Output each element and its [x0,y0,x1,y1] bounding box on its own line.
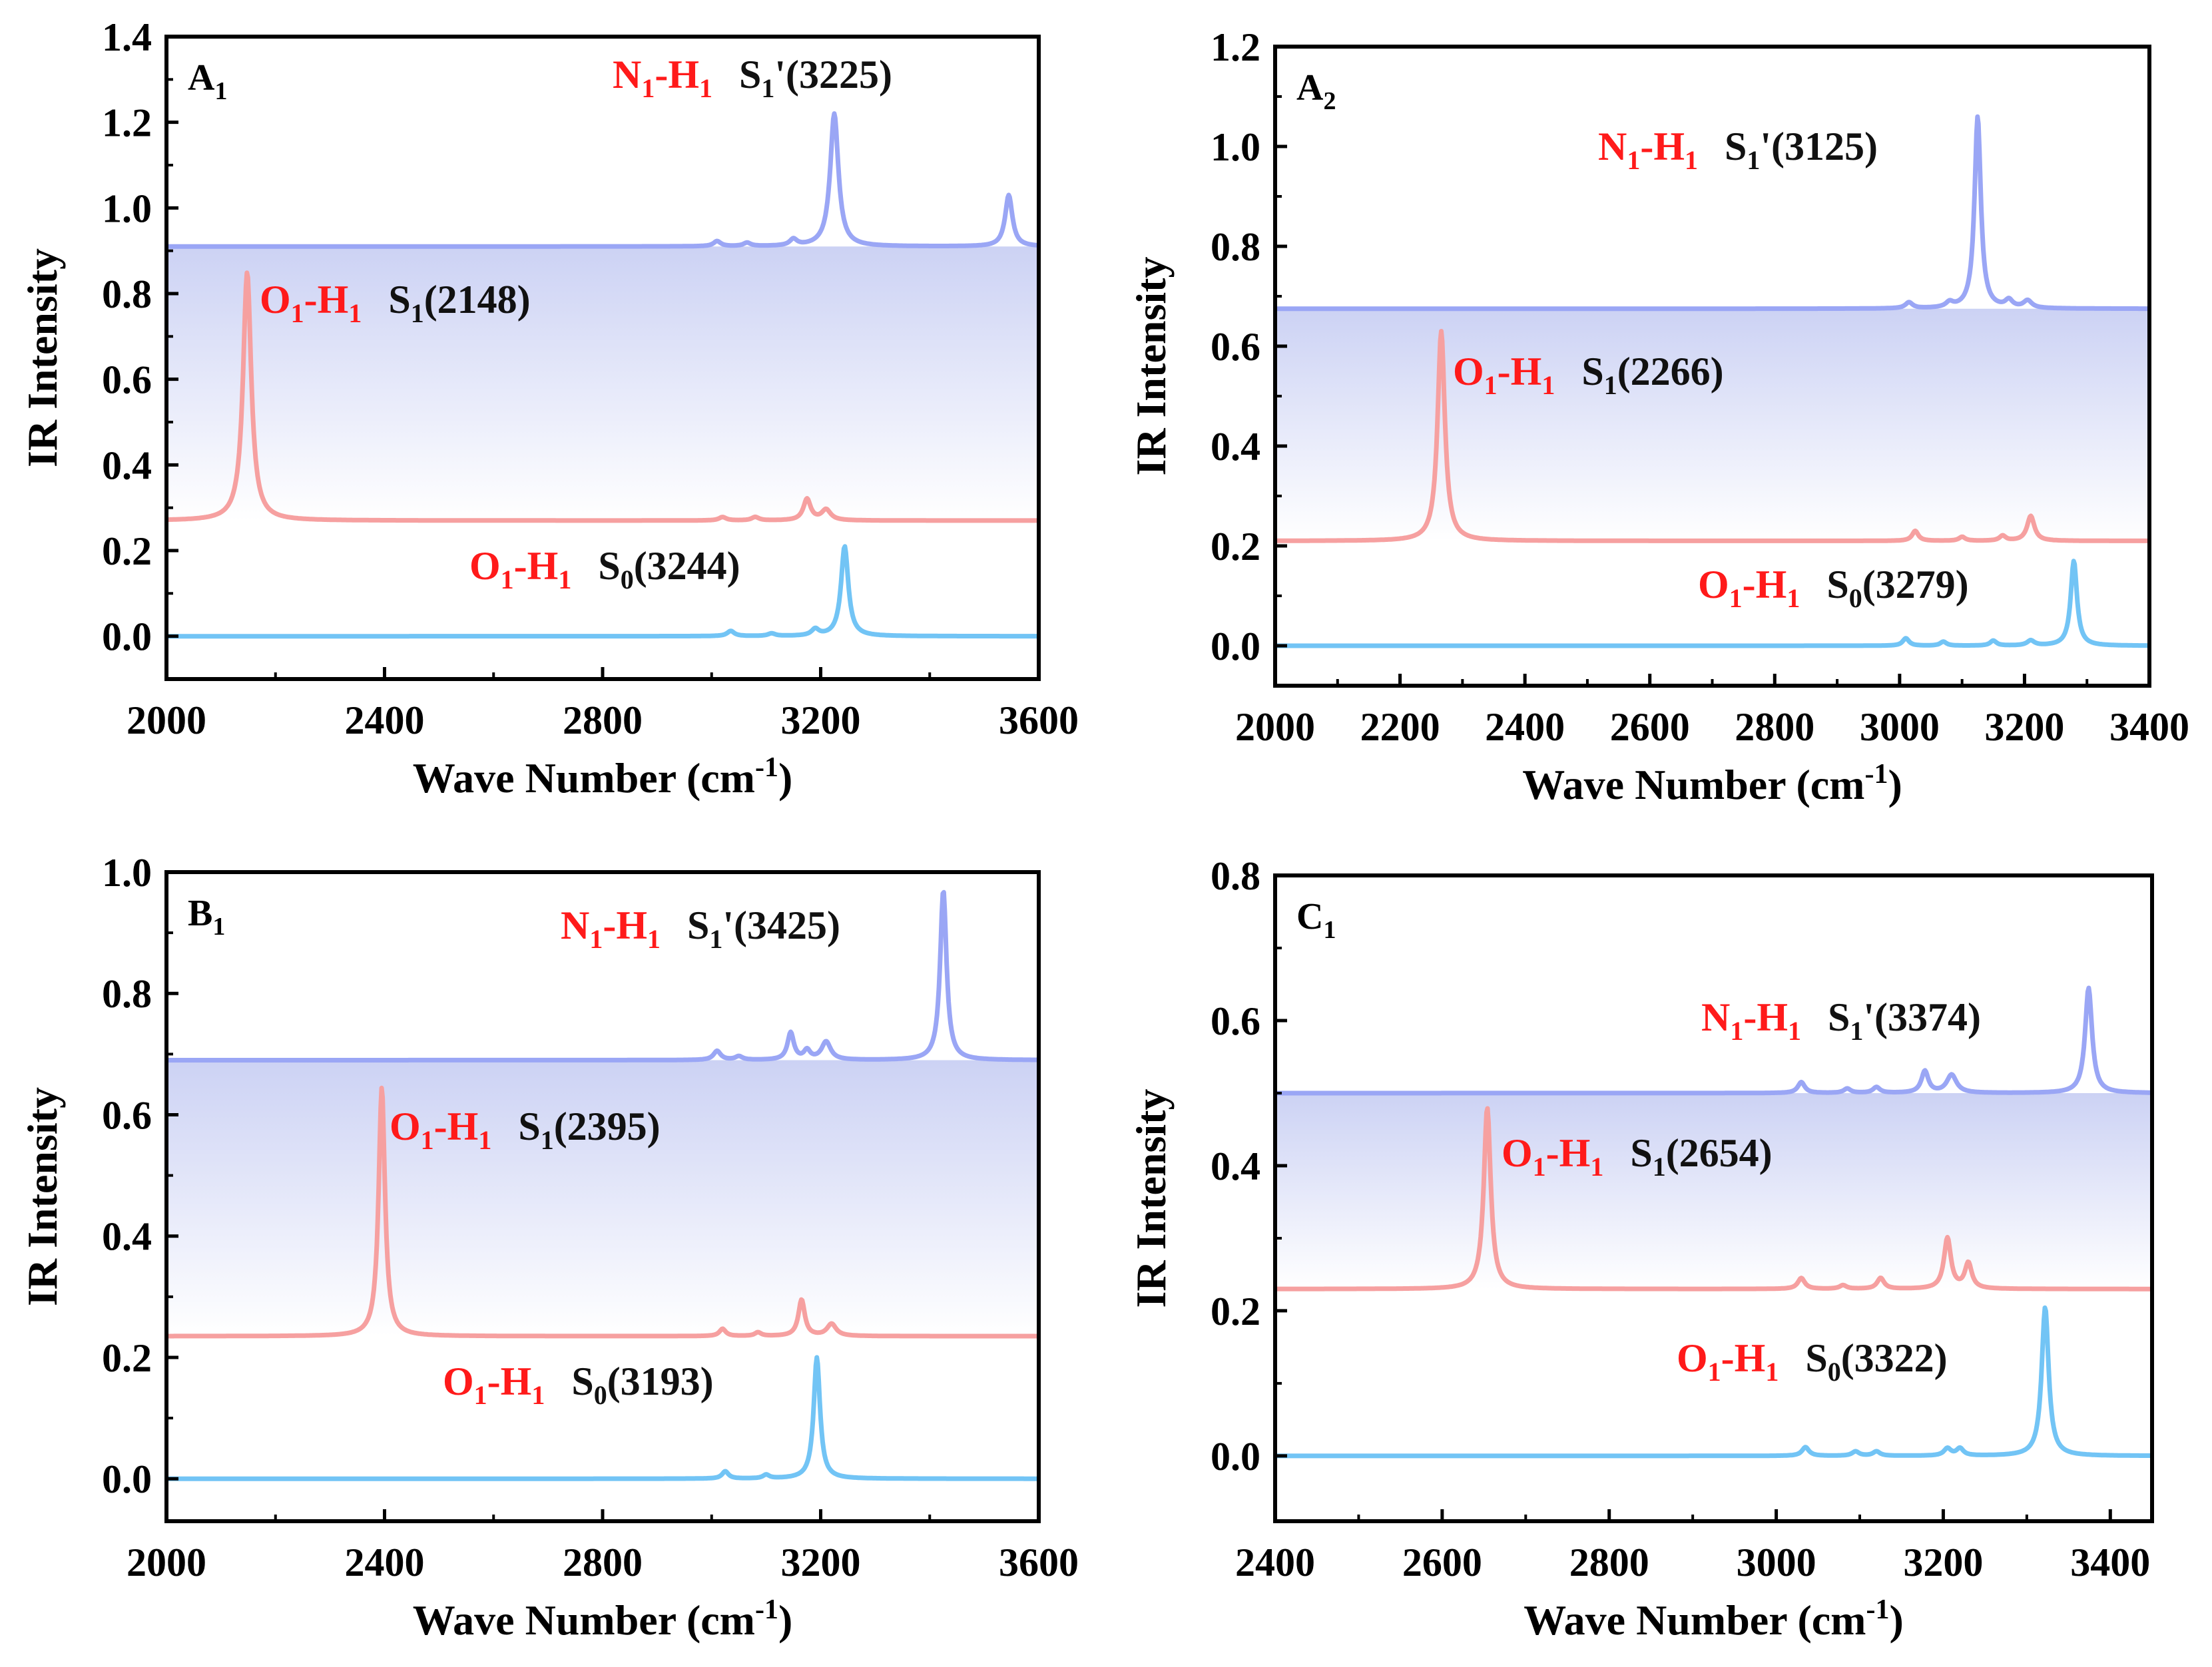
chart-panel-a1: 2000 2400 2800 3200 3600 0.0 0.2 0.4 0.6 0.8 1.0 1.… [19,15,1079,802]
y-tick-label: 0.2 [1211,525,1260,569]
x-tick-label: 2800 [563,698,643,742]
x-tick-label: 2000 [127,1541,206,1584]
y-tick-label: 0.2 [1211,1290,1260,1333]
spectrum-line-s1prime [165,889,1040,1063]
panel-label: A1 [188,57,227,105]
y-tick-label: 0.6 [102,358,152,402]
x-axis-title: Wave Number (cm-1) [1522,759,1902,808]
panel-label: B1 [188,893,225,941]
y-tick-label: 0.6 [102,1093,152,1137]
x-tick-label: 2800 [1735,705,1814,749]
peak-annotation: O1-H1 S1(2266) [1453,350,1724,400]
spectrum-line-s0 [165,1355,1040,1481]
panel-label: C1 [1296,896,1336,944]
spectrum-line-s0 [1274,1305,2153,1459]
y-tick-label: 0.8 [1211,854,1260,898]
spectrum-line-s1 [165,270,1040,523]
shaded-band [1275,1092,2152,1290]
peak-annotation: O1-H1 S1(2148) [260,278,531,328]
x-tick-label: 3200 [1984,705,2064,749]
y-tick-label: 1.0 [102,186,152,230]
y-axis-title: IR Intensity [1127,1089,1175,1308]
y-tick-label: 1.2 [102,101,152,145]
shaded-band [166,1060,1039,1337]
y-tick-label: 0.0 [102,1457,152,1501]
y-tick-label: 0.4 [1211,1144,1260,1188]
panel-label: A2 [1296,67,1336,115]
spectrum-line-s1prime [1274,985,2153,1096]
x-tick-label: 3200 [1903,1541,1983,1584]
x-tick-label: 2000 [127,698,206,742]
peak-annotation: O1-H1 S0(3244) [469,544,740,595]
x-tick-label: 3400 [2109,705,2189,749]
y-tick-label: 0.2 [102,1336,152,1380]
y-tick-label: 1.2 [1211,25,1260,69]
x-axis-title: Wave Number (cm-1) [1523,1594,1904,1644]
x-tick-label: 2400 [1235,1541,1315,1584]
x-tick-label: 2400 [1485,705,1565,749]
y-tick-label: 0.0 [1211,1435,1260,1479]
x-tick-label: 2000 [1235,705,1315,749]
x-tick-label: 3400 [2070,1541,2150,1584]
peak-annotation: O1-H1 S1(2395) [390,1104,661,1155]
spectrum-line-s1prime [1274,114,2151,312]
x-tick-label: 2200 [1360,705,1440,749]
y-tick-label: 0.0 [1211,624,1260,668]
x-tick-label: 3000 [1860,705,1940,749]
shaded-band [1275,308,2149,541]
x-axis-title: Wave Number (cm-1) [413,752,793,802]
x-tick-label: 3000 [1737,1541,1816,1584]
x-tick-label: 2600 [1402,1541,1482,1584]
x-tick-label: 2800 [1569,1541,1649,1584]
x-tick-label: 3200 [781,698,861,742]
peak-annotation: N1-H1 S1'(3225) [613,53,892,103]
peak-annotation: O1-H1 S0(3279) [1698,563,1969,613]
spectrum-line-s1 [165,1085,1040,1339]
peak-annotation: O1-H1 S0(3193) [443,1359,714,1410]
y-tick-label: 1.0 [1211,125,1260,169]
x-axis-title: Wave Number (cm-1) [413,1594,793,1644]
x-tick-label: 2400 [345,698,425,742]
y-tick-label: 0.6 [1211,999,1260,1043]
y-tick-label: 0.4 [1211,425,1260,469]
peak-annotation: O1-H1 S0(3322) [1677,1336,1948,1387]
y-tick-label: 1.4 [102,15,152,59]
spectrum-line-s1prime [165,111,1040,249]
spectrum-line-s1 [1274,329,2151,543]
peak-annotation: N1-H1 S1'(3125) [1598,124,1878,175]
y-axis-title: IR Intensity [19,248,66,467]
y-tick-label: 1.0 [102,851,152,895]
y-tick-label: 0.0 [102,615,152,659]
y-tick-label: 0.8 [1211,225,1260,269]
chart-panel-a2: 2000 2200 2400 2600 2800 3000 3200 3400 0.0 0.2 0.… [1127,25,2189,808]
spectrum-line-s1 [1274,1106,2153,1292]
x-tick-label: 2400 [345,1541,425,1584]
chart-panel-b1: 2000 2400 2800 3200 3600 0.0 0.2 0.4 0.6 0.8 1.0 Wa… [19,851,1079,1644]
y-tick-label: 0.4 [102,1215,152,1259]
y-axis-title: IR Intensity [19,1087,66,1306]
spectrum-line-s0 [1274,559,2151,648]
spectrum-line-s0 [165,544,1040,639]
y-axis-title: IR Intensity [1127,257,1175,476]
peak-annotation: N1-H1 S1'(3374) [1701,995,1981,1046]
peak-annotation: O1-H1 S1(2654) [1502,1131,1773,1182]
shaded-band [166,246,1039,521]
x-tick-label: 3600 [999,698,1079,742]
chart-panel-c1: 2400 2600 2800 3000 3200 3400 0.0 0.2 0.4 0.6 0.8 W… [1127,854,2154,1644]
y-tick-label: 0.8 [102,972,152,1016]
y-tick-label: 0.6 [1211,325,1260,369]
x-tick-label: 2800 [563,1541,643,1584]
x-tick-label: 3600 [999,1541,1079,1584]
plot-frame [1273,873,2154,1523]
y-tick-label: 0.2 [102,529,152,573]
y-tick-label: 0.8 [102,272,152,316]
x-tick-label: 3200 [781,1541,861,1584]
peak-annotation: N1-H1 S1'(3425) [561,903,840,954]
x-tick-label: 2600 [1610,705,1690,749]
y-tick-label: 0.4 [102,443,152,487]
